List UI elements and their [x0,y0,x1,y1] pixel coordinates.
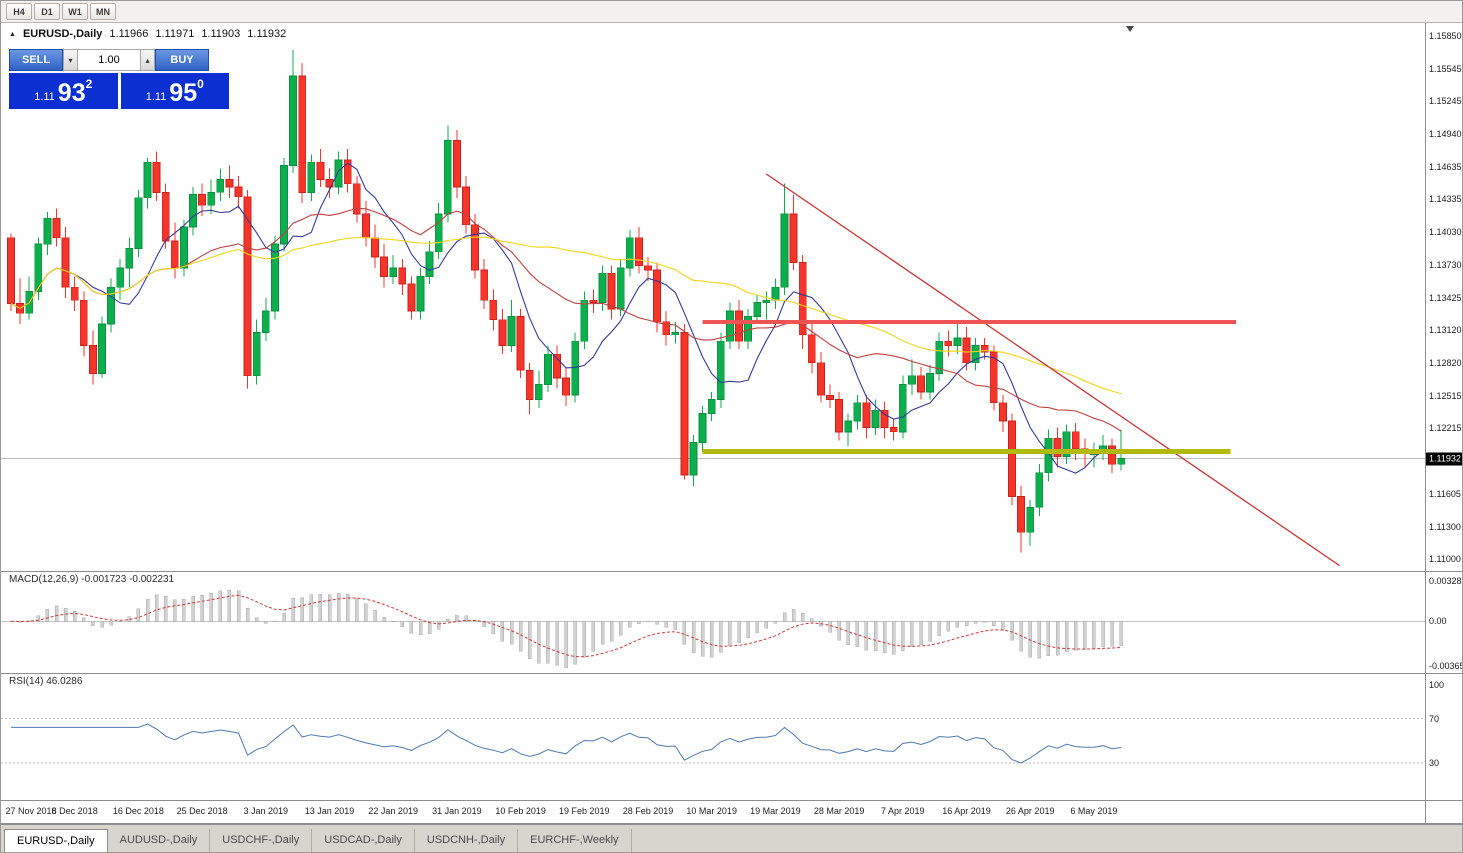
symbol-tab-usdcnh-daily[interactable]: USDCNH-,Daily [415,829,519,852]
timeframe-button-w1[interactable]: W1 [62,3,88,20]
price-axis-tick: 1.15545 [1429,63,1462,74]
price-axis-tick: 1.14335 [1429,194,1462,205]
date-label: 13 Jan 2019 [304,806,355,816]
buy-price-display[interactable]: 1.11 95 0 [120,73,229,109]
chart-tab-bar: EURUSD-,Daily AUDUSD-,Daily USDCHF-,Daily U… [1,824,1462,852]
pane-separator [1,823,1462,824]
symbol-tab-eurusd-daily[interactable]: EURUSD-,Daily [4,829,108,852]
timeframe-button-mn[interactable]: MN [90,3,116,20]
date-label: 3 Jan 2019 [243,806,289,816]
sell-price-prefix: 1.11 [34,91,55,103]
rsi-axis-tick: 70 [1429,713,1440,724]
rsi-chart[interactable] [1,674,1425,800]
timeframe-button-d1[interactable]: D1 [34,3,60,20]
symbol-tab-usdchf-daily[interactable]: USDCHF-,Daily [210,829,313,852]
macd-label: MACD(12,26,9) -0.001723 -0.002231 [9,574,175,585]
price-axis-tick: 1.12515 [1429,390,1462,401]
date-label: 16 Dec 2018 [112,806,164,816]
symbol-tab-usdcad-daily[interactable]: USDCAD-,Daily [312,829,415,852]
candlestick-chart[interactable] [1,23,1425,571]
axis-corner [1425,801,1462,823]
macd-axis-tick: 0.00 [1429,616,1447,627]
buy-price-main: 95 [169,79,198,107]
chart-shift-marker-icon[interactable] [1126,26,1134,32]
price-axis-tick: 1.14635 [1429,162,1462,172]
price-axis-tick: 1.11605 [1429,488,1461,499]
price-axis-tick: 1.15850 [1429,30,1462,41]
date-label: 19 Feb 2019 [559,806,610,816]
current-price-tag: 1.11932 [1426,452,1462,466]
price-axis-tick: 1.14030 [1429,227,1462,238]
date-label: 31 Jan 2019 [432,806,482,816]
ohlc-high: 1.11971 [155,28,195,40]
price-axis-tick: 1.12820 [1429,357,1462,368]
date-label: 16 Apr 2019 [942,806,991,816]
date-label: 7 Apr 2019 [881,806,925,816]
one-click-trading-panel: SELL ▾ ▴ BUY 1.11 93 2 1.11 95 0 [9,49,229,109]
sell-button[interactable]: SELL [9,49,63,71]
price-axis-tick: 1.13425 [1429,292,1462,303]
price-axis-tick: 1.12215 [1429,423,1462,434]
date-label: 25 Dec 2018 [176,806,228,816]
date-label: 19 Mar 2019 [750,806,801,816]
symbol-tab-eurchf-weekly[interactable]: EURCHF-,Weekly [518,829,632,852]
volume-input[interactable] [78,49,140,71]
date-label: 28 Feb 2019 [622,806,674,816]
ohlc-close: 1.11932 [247,28,287,40]
buy-price-pip: 0 [197,77,204,91]
pane-separator[interactable] [1,673,1462,674]
macd-axis-tick: -0.003659 [1429,661,1462,672]
ohlc-low: 1.11903 [201,28,241,40]
rsi-axis[interactable]: 100 70 30 [1425,674,1462,800]
price-axis-tick: 1.13120 [1429,325,1462,336]
price-axis-tick: 1.13730 [1429,259,1462,270]
date-label: 10 Mar 2019 [686,806,737,816]
pane-separator [1,800,1462,801]
time-axis[interactable]: 27 Nov 2018 6 Dec 2018 16 Dec 2018 25 Dec 2… [1,801,1425,823]
chart-ohlc-header: ▲ EURUSD-,Daily 1.11966 1.11971 1.11903 … [9,28,286,40]
price-chart-pane[interactable]: ▲ EURUSD-,Daily 1.11966 1.11971 1.11903 … [1,23,1425,571]
volume-decrease-button[interactable]: ▾ [63,49,78,71]
symbol-tab-audusd-daily[interactable]: AUDUSD-,Daily [108,829,211,852]
timeframe-button-h4[interactable]: H4 [6,3,32,20]
macd-chart[interactable] [1,572,1425,673]
price-axis-tick: 1.14940 [1429,129,1462,140]
chart-marker-icon: ▲ [9,30,16,38]
price-axis[interactable]: 1.15850 1.15545 1.15245 1.14940 1.14635 1.143… [1425,23,1462,571]
macd-axis[interactable]: 0.003287 0.00 -0.003659 [1425,572,1463,673]
date-label: 10 Feb 2019 [495,806,546,816]
price-axis-tick: 1.11000 [1429,554,1461,565]
sell-price-display[interactable]: 1.11 93 2 [9,73,118,109]
ohlc-open: 1.11966 [109,28,149,40]
price-axis-tick: 1.15245 [1429,96,1462,107]
date-label: 22 Jan 2019 [368,806,418,816]
date-label: 28 Mar 2019 [813,806,865,816]
rsi-indicator-pane[interactable]: RSI(14) 46.0286 [1,674,1425,800]
date-label: 27 Nov 2018 [5,806,57,816]
chart-symbol-period: EURUSD-,Daily [22,28,103,40]
rsi-label: RSI(14) 46.0286 [9,676,83,687]
buy-button[interactable]: BUY [155,49,209,71]
macd-indicator-pane[interactable]: MACD(12,26,9) -0.001723 -0.002231 [1,572,1425,673]
date-label: 6 Dec 2018 [51,806,98,816]
macd-axis-tick: 0.003287 [1429,575,1463,586]
rsi-axis-tick: 100 [1429,680,1445,691]
buy-price-prefix: 1.11 [145,91,167,103]
sell-price-main: 93 [57,79,86,107]
price-axis-tick: 1.11300 [1429,521,1461,532]
pane-separator[interactable] [1,571,1462,572]
date-label: 6 May 2019 [1070,806,1118,816]
sell-price-pip: 2 [85,77,93,91]
rsi-axis-tick: 30 [1429,758,1440,769]
timeframe-toolbar: H4 D1 W1 MN [1,1,1462,23]
date-label: 26 Apr 2019 [1005,806,1055,816]
volume-increase-button[interactable]: ▴ [140,49,155,71]
